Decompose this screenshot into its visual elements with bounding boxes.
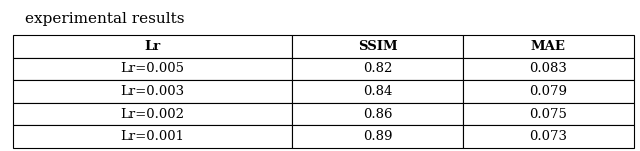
Text: experimental results: experimental results [25, 12, 185, 26]
